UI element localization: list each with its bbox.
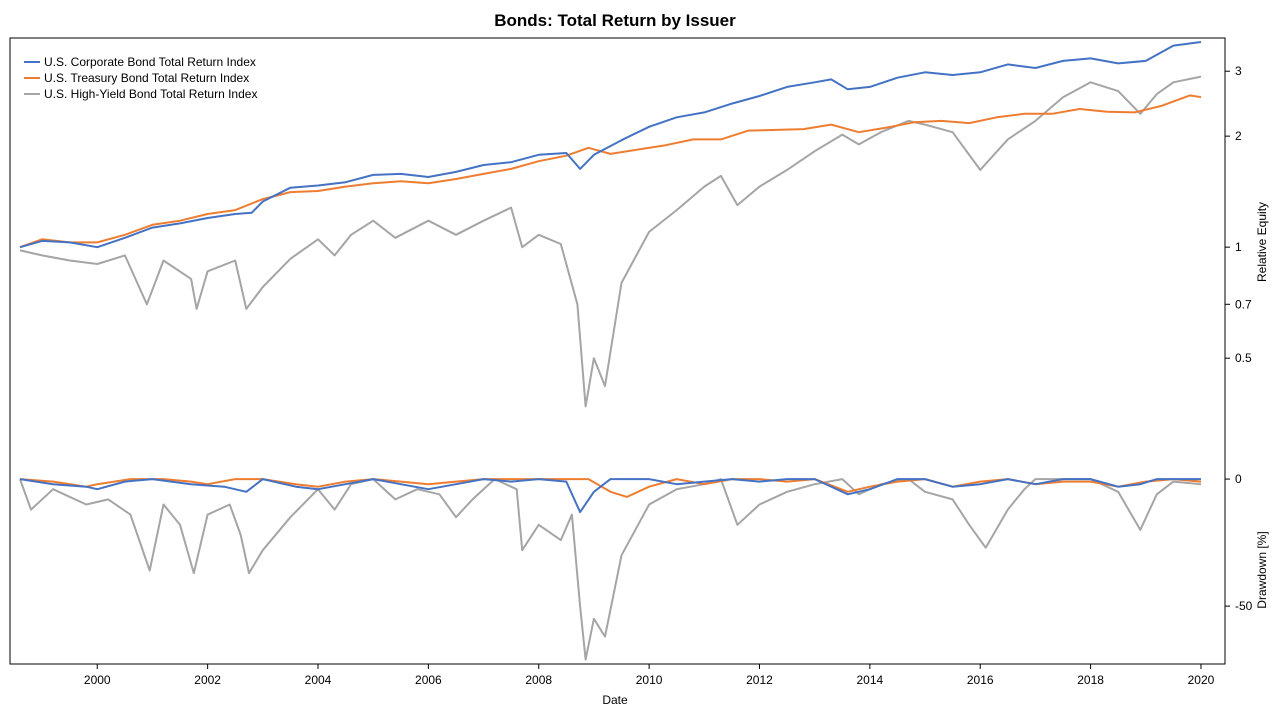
equity-line-treasury	[19, 94, 1202, 249]
drawdown-line-corporate	[19, 478, 1201, 514]
legend: U.S. Corporate Bond Total Return Index U.…	[24, 55, 257, 101]
x-tick-label: 2008	[525, 673, 552, 687]
equity-line-highyield	[19, 75, 1202, 408]
drawdown-y-tick-label: 0	[1235, 472, 1242, 486]
chart-title: Bonds: Total Return by Issuer	[494, 11, 736, 30]
equity-y-tick-label: 1	[1235, 240, 1242, 254]
equity-y-tick-label: 0.7	[1235, 297, 1252, 311]
legend-item-treasury: U.S. Treasury Bond Total Return Index	[24, 71, 249, 85]
y-axis-ticks: 3 2 1 0.7 0.5 0 -50	[1225, 64, 1253, 613]
x-tick-label: 2010	[636, 673, 663, 687]
equity-y-tick-label: 2	[1235, 129, 1242, 143]
x-axis-title: Date	[602, 693, 628, 707]
x-tick-label: 2014	[857, 673, 884, 687]
x-tick-label: 2002	[194, 673, 221, 687]
plot-area-frame	[9, 37, 1226, 665]
equity-y-tick-label: 3	[1235, 64, 1242, 78]
x-tick-label: 2016	[967, 673, 994, 687]
x-tick-label: 2000	[84, 673, 111, 687]
equity-line-corporate	[19, 41, 1202, 249]
x-axis-ticks: 2000 2002 2004 2006 2008 2010 2012 2014 2016 2018…	[84, 664, 1215, 687]
x-tick-label: 2006	[415, 673, 442, 687]
x-tick-label: 2004	[305, 673, 332, 687]
legend-label-treasury: U.S. Treasury Bond Total Return Index	[44, 71, 249, 85]
y-axis-title-drawdown: Drawdown [%]	[1255, 531, 1269, 608]
drawdown-y-tick-label: -50	[1235, 599, 1253, 613]
drawdown-line-highyield	[19, 478, 1202, 661]
x-tick-label: 2012	[746, 673, 773, 687]
legend-item-highyield: U.S. High-Yield Bond Total Return Index	[24, 87, 257, 101]
equity-y-tick-label: 0.5	[1235, 351, 1252, 365]
legend-label-corporate: U.S. Corporate Bond Total Return Index	[44, 55, 256, 69]
y-axis-title-equity: Relative Equity	[1255, 202, 1269, 282]
legend-item-corporate: U.S. Corporate Bond Total Return Index	[24, 55, 256, 69]
legend-label-highyield: U.S. High-Yield Bond Total Return Index	[44, 87, 257, 101]
x-tick-label: 2018	[1077, 673, 1104, 687]
x-tick-label: 2020	[1188, 673, 1215, 687]
series-lines	[19, 41, 1202, 661]
